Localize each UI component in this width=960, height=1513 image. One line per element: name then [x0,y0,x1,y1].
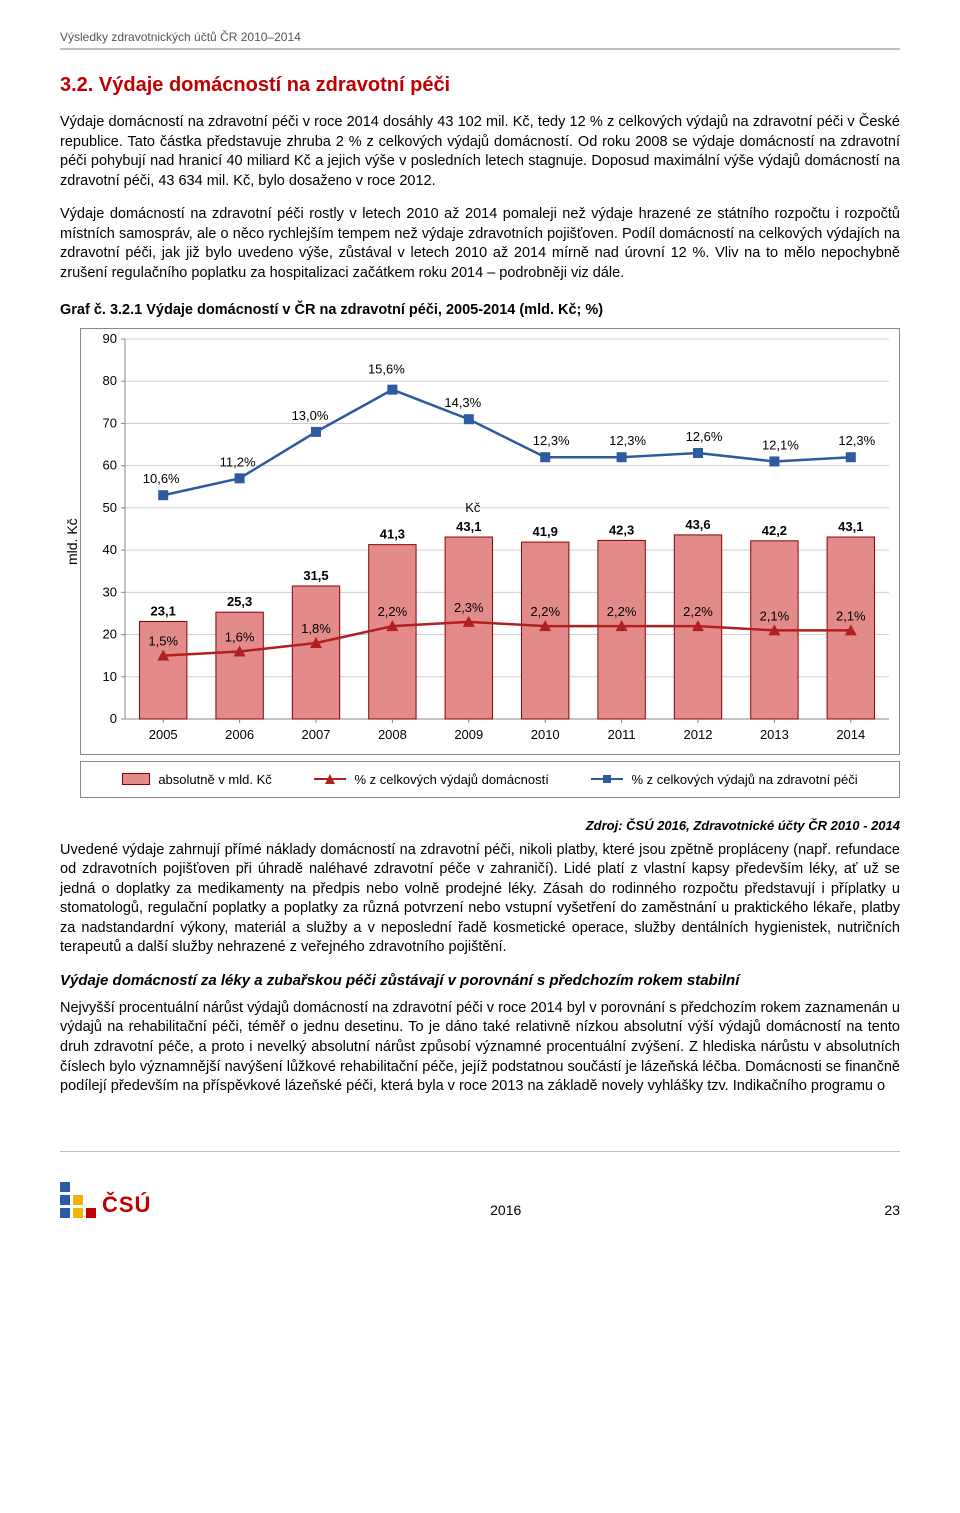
svg-text:80: 80 [103,373,117,388]
svg-text:1,5%: 1,5% [148,633,178,648]
svg-text:50: 50 [103,499,117,514]
svg-text:11,2%: 11,2% [220,454,256,469]
svg-text:60: 60 [103,457,117,472]
paragraph-3: Uvedené výdaje zahrnují přímé náklady do… [60,841,900,958]
svg-text:30: 30 [103,584,117,599]
svg-text:90: 90 [103,331,117,346]
svg-text:31,5: 31,5 [303,568,328,583]
svg-text:14,3%: 14,3% [444,395,481,410]
svg-text:12,1%: 12,1% [762,437,799,452]
legend-swatch-line1 [314,772,346,786]
chart-legend: absolutně v mld. Kč % z celkových výdajů… [80,761,900,798]
paragraph-2: Výdaje domácností na zdravotní péči rost… [60,205,900,283]
svg-text:2007: 2007 [302,727,331,742]
header-rule [60,48,900,50]
legend-swatch-bar [122,773,150,785]
chart-container: mld. Kč 0 10 20 30 40 50 60 70 80 90 23,1 25,3 31,5 4… [60,328,900,755]
svg-text:12,6%: 12,6% [686,429,723,444]
svg-text:2,2%: 2,2% [683,604,713,619]
svg-text:40: 40 [103,542,117,557]
svg-text:1,8%: 1,8% [301,621,331,636]
svg-text:2,2%: 2,2% [607,604,637,619]
svg-text:42,3: 42,3 [609,522,634,537]
svg-text:Kč: Kč [465,499,481,514]
legend-swatch-line2 [591,772,623,786]
svg-text:2,2%: 2,2% [530,604,560,619]
svg-text:1,6%: 1,6% [225,629,255,644]
svg-text:70: 70 [103,415,117,430]
footer-page-number: 23 [860,1202,900,1218]
page-footer: ČSÚ 2016 23 [0,1152,960,1238]
logo-text: ČSÚ [102,1192,151,1218]
footer-year: 2016 [151,1202,860,1218]
chart-svg: 0 10 20 30 40 50 60 70 80 90 23,1 25,3 31,5 41,3 43,1 4… [81,329,899,749]
subheading: Výdaje domácností za léky a zubařskou pé… [60,972,900,989]
chart-caption: Graf č. 3.2.1 Výdaje domácností v ČR na … [60,302,900,318]
svg-text:41,9: 41,9 [533,524,558,539]
chart-plot-area: 0 10 20 30 40 50 60 70 80 90 23,1 25,3 31,5 41,3 43,1 4… [80,328,900,755]
svg-text:13,0%: 13,0% [292,407,329,422]
svg-text:2010: 2010 [531,727,560,742]
svg-text:2,1%: 2,1% [836,608,866,623]
paragraph-4: Nejvyšší procentuální nárůst výdajů domá… [60,999,900,1097]
chart-source: Zdroj: ČSÚ 2016, Zdravotnické účty ČR 20… [60,818,900,833]
svg-text:0: 0 [110,711,117,726]
legend-item-line1: % z celkových výdajů domácností [314,772,548,787]
csu-logo: ČSÚ [60,1182,151,1218]
svg-text:2009: 2009 [454,727,483,742]
paragraph-1: Výdaje domácností na zdravotní péči v ro… [60,113,900,191]
svg-text:12,3%: 12,3% [533,433,570,448]
legend-label-2: % z celkových výdajů domácností [354,772,548,787]
legend-item-bars: absolutně v mld. Kč [122,772,271,787]
chart-y-axis-label: mld. Kč [60,328,80,755]
svg-text:12,3%: 12,3% [838,433,875,448]
section-title: 3.2. Výdaje domácností na zdravotní péči [60,74,900,97]
svg-text:43,6: 43,6 [685,516,710,531]
svg-text:25,3: 25,3 [227,594,252,609]
svg-text:2014: 2014 [836,727,865,742]
legend-label-3: % z celkových výdajů na zdravotní péči [631,772,857,787]
svg-text:12,3%: 12,3% [609,433,646,448]
svg-text:2,2%: 2,2% [378,604,408,619]
svg-text:42,2: 42,2 [762,522,787,537]
svg-text:2011: 2011 [608,727,636,742]
svg-text:41,3: 41,3 [380,526,405,541]
svg-text:15,6%: 15,6% [368,361,405,376]
svg-text:2013: 2013 [760,727,789,742]
svg-text:2,3%: 2,3% [454,599,484,614]
svg-text:23,1: 23,1 [151,603,176,618]
svg-text:43,1: 43,1 [456,519,481,534]
legend-label-1: absolutně v mld. Kč [158,772,271,787]
svg-text:20: 20 [103,626,117,641]
legend-item-line2: % z celkových výdajů na zdravotní péči [591,772,857,787]
svg-text:2,1%: 2,1% [760,608,790,623]
svg-text:2005: 2005 [149,727,178,742]
running-header: Výsledky zdravotnických účtů ČR 2010–201… [60,30,900,48]
logo-mark [60,1182,96,1218]
svg-text:2006: 2006 [225,727,254,742]
svg-text:10,6%: 10,6% [143,471,180,486]
svg-text:43,1: 43,1 [838,519,863,534]
svg-text:2008: 2008 [378,727,407,742]
svg-text:10: 10 [103,668,117,683]
svg-text:2012: 2012 [684,727,713,742]
